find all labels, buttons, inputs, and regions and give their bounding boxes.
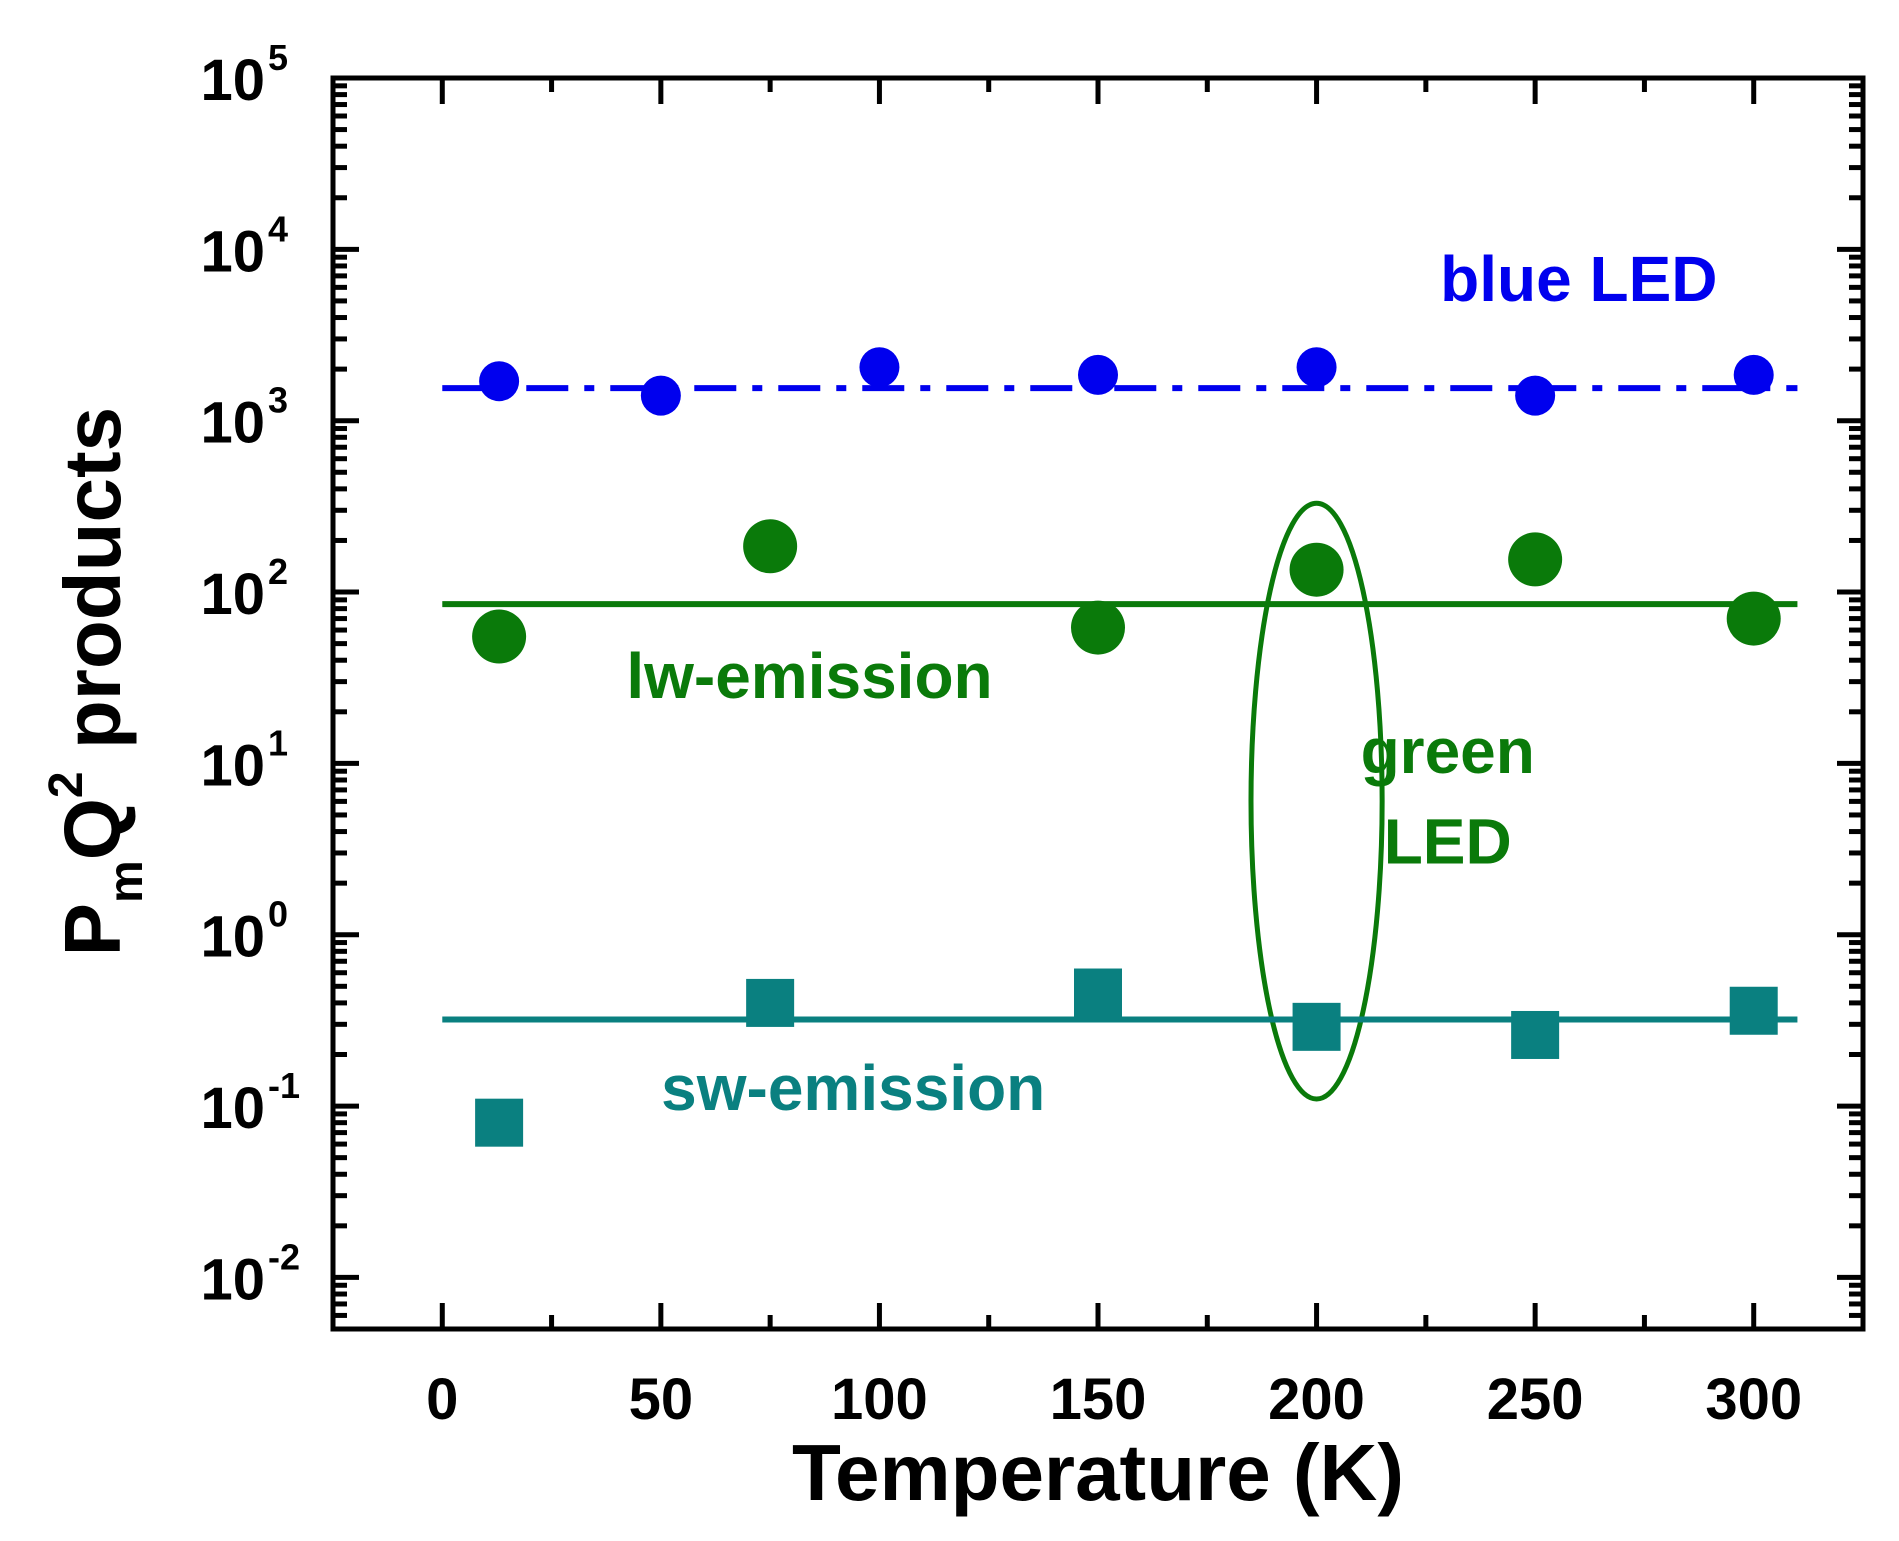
y-tick-label: 10 2 (200, 551, 288, 627)
data-point-circle (479, 361, 520, 402)
x-tick-label: 50 (629, 1367, 694, 1432)
data-point-circle (743, 519, 798, 574)
x-tick-label: 300 (1705, 1367, 1802, 1432)
y-axis-title-part: Q (48, 798, 137, 860)
data-markers (472, 347, 1781, 1147)
y-axis-title-part: m (100, 860, 153, 903)
y-tick-label: 10 -2 (200, 1236, 300, 1312)
y-tick-exponent: -2 (268, 1236, 300, 1277)
data-point-circle (1071, 600, 1125, 655)
y-axis-title-part: products (48, 407, 137, 771)
y-tick-base: 10 (200, 391, 265, 456)
y-tick-base: 10 (200, 1076, 265, 1141)
annotation-label: sw-emission (661, 1052, 1045, 1124)
y-tick-label: 10 4 (200, 208, 288, 284)
y-tick-label: 10 5 (200, 37, 288, 113)
data-point-circle (1733, 354, 1774, 395)
y-tick-label: 10 3 (200, 380, 288, 456)
fit-lines (442, 385, 1798, 1023)
annotation-label: LED (1384, 806, 1512, 878)
x-tick-label: 100 (831, 1367, 928, 1432)
data-point-square (746, 978, 795, 1027)
y-tick-exponent: 1 (268, 722, 288, 763)
y-tick-label: 10 -1 (200, 1065, 300, 1141)
highlight-ellipse (1248, 500, 1385, 1102)
x-axis-title: Temperature (K) (792, 1428, 1404, 1517)
data-point-square (1729, 986, 1778, 1035)
data-point-circle (859, 347, 900, 388)
data-point-circle (472, 609, 527, 664)
annotation-label: lw-emission (626, 640, 992, 712)
annotation-label: blue LED (1440, 243, 1717, 315)
x-tick-label: 250 (1487, 1367, 1584, 1432)
x-tick-label: 150 (1050, 1367, 1147, 1432)
y-tick-label: 10 1 (200, 722, 288, 798)
annotation-label: green (1361, 715, 1535, 787)
x-tick-label: 200 (1268, 1367, 1365, 1432)
data-point-circle (1515, 375, 1556, 416)
data-point-circle (1508, 532, 1563, 587)
highlight-layer (1248, 500, 1385, 1102)
y-axis-title-part: 2 (40, 771, 93, 798)
y-tick-base: 10 (200, 905, 265, 970)
data-point-square (1292, 1002, 1341, 1051)
y-axis-title-part: P (48, 903, 137, 956)
y-tick-exponent: -1 (268, 1065, 300, 1106)
data-point-circle (1726, 591, 1781, 646)
annotations: blue LED lw-emission green LED sw-emission (626, 243, 1717, 1124)
data-point-square (1511, 1010, 1560, 1059)
y-tick-label: 10 0 (200, 894, 288, 970)
y-tick-exponent: 4 (268, 208, 288, 249)
y-axis-title: PmQ2 products (40, 407, 153, 956)
x-tick-label: 0 (426, 1367, 458, 1432)
y-tick-base: 10 (200, 562, 265, 627)
y-tick-exponent: 0 (268, 894, 288, 935)
y-tick-base: 10 (200, 219, 265, 284)
y-tick-base: 10 (200, 48, 265, 113)
data-point-circle (1296, 347, 1337, 388)
data-point-square (1074, 968, 1122, 1017)
y-tick-base: 10 (200, 1247, 265, 1312)
y-tick-exponent: 5 (268, 37, 288, 78)
y-tick-exponent: 3 (268, 380, 288, 421)
data-point-square (475, 1098, 524, 1147)
data-point-circle (1078, 354, 1118, 395)
data-point-circle (640, 375, 681, 416)
y-tick-exponent: 2 (268, 551, 288, 592)
y-tick-base: 10 (200, 733, 265, 798)
data-point-circle (1289, 542, 1344, 597)
